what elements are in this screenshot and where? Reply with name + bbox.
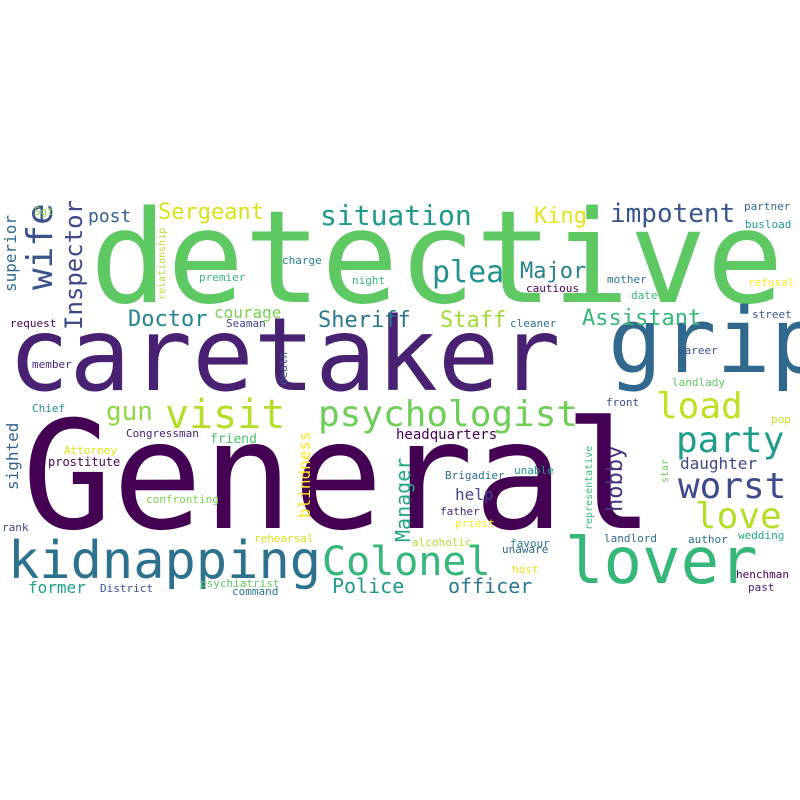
word-author: author (688, 533, 728, 546)
word-doctor: Doctor (128, 307, 207, 332)
word-kidnapping: kidnapping (8, 531, 321, 591)
word-chief: Chief (32, 402, 65, 415)
word-attorney: Attorney (64, 444, 117, 457)
word-situation: situation (320, 199, 472, 232)
word-plea: plea (432, 255, 504, 290)
word-colonel: Colonel (322, 539, 491, 585)
word-unable: unable (514, 464, 554, 477)
word-sgt: Sgt (34, 205, 54, 218)
word-staff: Staff (440, 308, 506, 333)
word-date: date (631, 289, 658, 302)
word-headquarters: headquarters (396, 427, 497, 443)
word-former: former (28, 578, 86, 597)
word-landlord: landlord (604, 532, 657, 545)
word-congressman: Congressman (126, 427, 199, 440)
word-relationship: relationship (157, 228, 168, 300)
word-grip: grip (608, 289, 800, 394)
word-refusal: refusal (748, 276, 794, 289)
word-representative: representative (584, 446, 595, 530)
word-police: Police (332, 574, 404, 598)
word-brigadier: Brigadier (445, 469, 505, 482)
word-lover: lover (565, 525, 758, 599)
word-busload: busload (745, 218, 791, 231)
word-cleaner: cleaner (510, 317, 557, 330)
word-help: help (455, 485, 494, 504)
word-post: post (88, 206, 131, 227)
word-landlady: landlady (672, 376, 725, 389)
word-night: night (352, 274, 385, 287)
word-wedding: wedding (738, 529, 784, 542)
word-caretaker: caretaker (8, 296, 561, 415)
word-request: request (10, 317, 56, 330)
word-wife: wife (20, 203, 61, 290)
word-charge: charge (282, 254, 322, 267)
word-past: past (748, 581, 775, 594)
word-command: command (232, 585, 278, 598)
word-street: street (752, 308, 792, 321)
word-death: death (277, 352, 290, 385)
word-premier: premier (199, 271, 246, 284)
word-worst: worst (678, 466, 786, 507)
word-general: General (22, 390, 654, 564)
word-visit: visit (165, 392, 285, 438)
word-host: host (512, 563, 539, 576)
word-psychologist: psychologist (318, 394, 578, 435)
word-manager: Manager (391, 458, 415, 542)
word-party: party (676, 420, 784, 461)
word-impotent: impotent (610, 199, 735, 229)
word-cautious: cautious (526, 282, 579, 295)
word-priest: priest (455, 517, 495, 530)
word-load: load (656, 386, 743, 427)
word-career: career (678, 344, 718, 357)
word-confronting: confronting (146, 493, 219, 506)
word-hobby: hobby (603, 446, 628, 512)
word-major: Major (520, 259, 586, 284)
word-pop: pop (771, 413, 791, 426)
word-sighted: sighted (3, 423, 22, 490)
word-detective: detective (90, 184, 784, 333)
word-friend: friend (210, 432, 257, 447)
word-daughter: daughter (680, 454, 757, 473)
word-inspector: Inspector (60, 200, 88, 330)
word-officer: officer (448, 574, 532, 598)
word-star: star (660, 459, 671, 483)
word-member: member (32, 358, 72, 371)
word-unaware: unaware (502, 543, 548, 556)
word-rank: rank (2, 521, 29, 534)
word-sergeant: Sergeant (158, 200, 264, 225)
word-mother: mother (607, 273, 647, 286)
word-superior: superior (1, 215, 20, 292)
word-front: front (606, 396, 639, 409)
word-alcoholic: alcoholic (412, 536, 472, 549)
word-district: District (100, 582, 153, 595)
word-father: father (440, 505, 480, 518)
word-favour: favour (510, 537, 550, 550)
word-psychiatrist: psychiatrist (200, 577, 279, 590)
word-partner: partner (744, 200, 791, 213)
word-seaman: Seaman (226, 317, 266, 330)
word-henchman: henchman (736, 568, 789, 581)
word-rehearsal: rehearsal (254, 532, 314, 545)
word-sheriff: Sheriff (318, 308, 411, 333)
word-assistant: Assistant (582, 306, 701, 331)
word-love: love (695, 496, 782, 537)
word-gun: gun (106, 397, 153, 427)
word-king: King (534, 204, 587, 229)
word-courage: courage (214, 303, 281, 322)
word-prostitute: prostitute (48, 455, 120, 469)
word-blindness: blindness (295, 431, 314, 518)
